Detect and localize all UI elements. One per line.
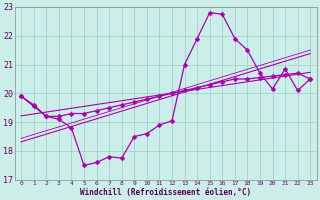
X-axis label: Windchill (Refroidissement éolien,°C): Windchill (Refroidissement éolien,°C) bbox=[80, 188, 251, 197]
